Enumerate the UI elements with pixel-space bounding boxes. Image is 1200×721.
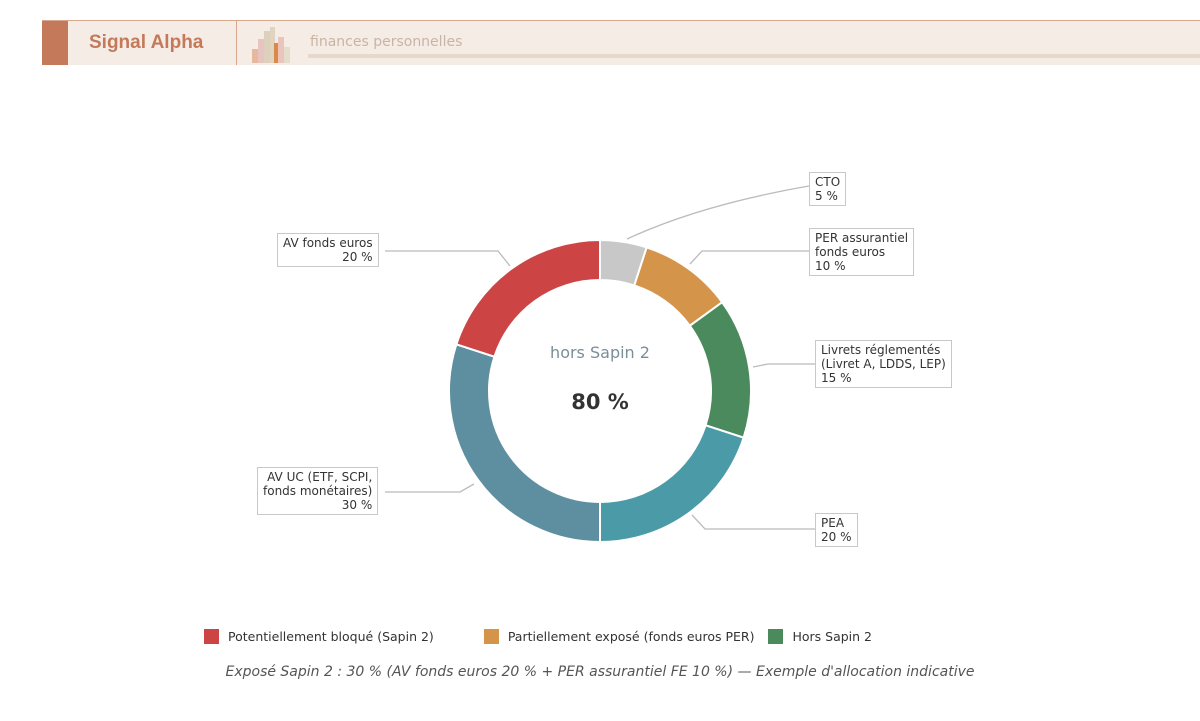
slice-label-text: PEA xyxy=(821,516,845,530)
leader-line xyxy=(385,483,475,493)
legend-item[interactable]: Hors Sapin 2 xyxy=(768,629,872,644)
leader-line xyxy=(752,363,815,368)
leader-line xyxy=(385,250,511,267)
header: Signal Alpha finances personnelles xyxy=(42,20,1200,65)
legend-label: Hors Sapin 2 xyxy=(792,629,872,644)
slice-label-text: AV fonds euros xyxy=(283,236,373,250)
brand-title[interactable]: Signal Alpha xyxy=(89,32,204,53)
slice-value-label: 10 % xyxy=(815,259,846,273)
center-title: hors Sapin 2 xyxy=(550,343,650,362)
slice-label: Livrets réglementés (Livret A, LDDS, LEP… xyxy=(815,340,952,388)
legend-item[interactable]: Partiellement exposé (fonds euros PER) xyxy=(483,629,755,644)
leader-line xyxy=(691,514,815,530)
slice-label: AV UC (ETF, SCPI, fonds monétaires) 30 % xyxy=(257,467,379,515)
donut-slice[interactable] xyxy=(599,424,745,544)
leader-line xyxy=(689,250,809,265)
legend-label: Partiellement exposé (fonds euros PER) xyxy=(507,629,755,644)
legend-label: Potentiellement bloqué (Sapin 2) xyxy=(228,629,434,644)
donut-slice[interactable] xyxy=(688,300,752,439)
header-divider xyxy=(236,21,237,65)
legend-swatch xyxy=(483,629,499,644)
header-underline xyxy=(308,54,1200,58)
legend-swatch xyxy=(204,629,219,644)
legend-item[interactable]: Potentiellement bloqué (Sapin 2) xyxy=(204,629,434,644)
slice-label: PEA 20 % xyxy=(815,513,858,547)
chart-caption: Exposé Sapin 2 : 30 % (AV fonds euros 20… xyxy=(225,664,975,680)
legend-swatch xyxy=(768,629,784,644)
slice-value-label: 15 % xyxy=(821,371,852,385)
slice-label: CTO 5 % xyxy=(809,172,847,206)
slice-value-label: 20 % xyxy=(342,250,373,264)
legend: Potentiellement bloqué (Sapin 2) Partiel… xyxy=(204,629,886,644)
slice-value-label: 5 % xyxy=(815,189,838,203)
slice-label-text: AV UC (ETF, SCPI, fonds monétaires) xyxy=(263,470,373,498)
slice-label-text: CTO xyxy=(815,175,841,189)
donut-slice[interactable] xyxy=(455,238,601,358)
header-accent-block xyxy=(42,21,68,65)
center-value: 80 % xyxy=(571,390,629,414)
leader-line xyxy=(626,185,810,240)
slice-label: PER assurantiel fonds euros 10 % xyxy=(809,228,915,276)
slice-label-text: PER assurantiel fonds euros xyxy=(815,231,909,259)
slice-label-text: Livrets réglementés (Livret A, LDDS, LEP… xyxy=(821,343,946,371)
slice-value-label: 20 % xyxy=(821,530,852,544)
skyline-logo-icon xyxy=(252,27,290,63)
slice-label: AV fonds euros 20 % xyxy=(277,233,379,267)
header-subtitle: finances personnelles xyxy=(310,34,463,50)
slice-value-label: 30 % xyxy=(341,498,373,512)
donut-slice[interactable] xyxy=(448,343,601,544)
